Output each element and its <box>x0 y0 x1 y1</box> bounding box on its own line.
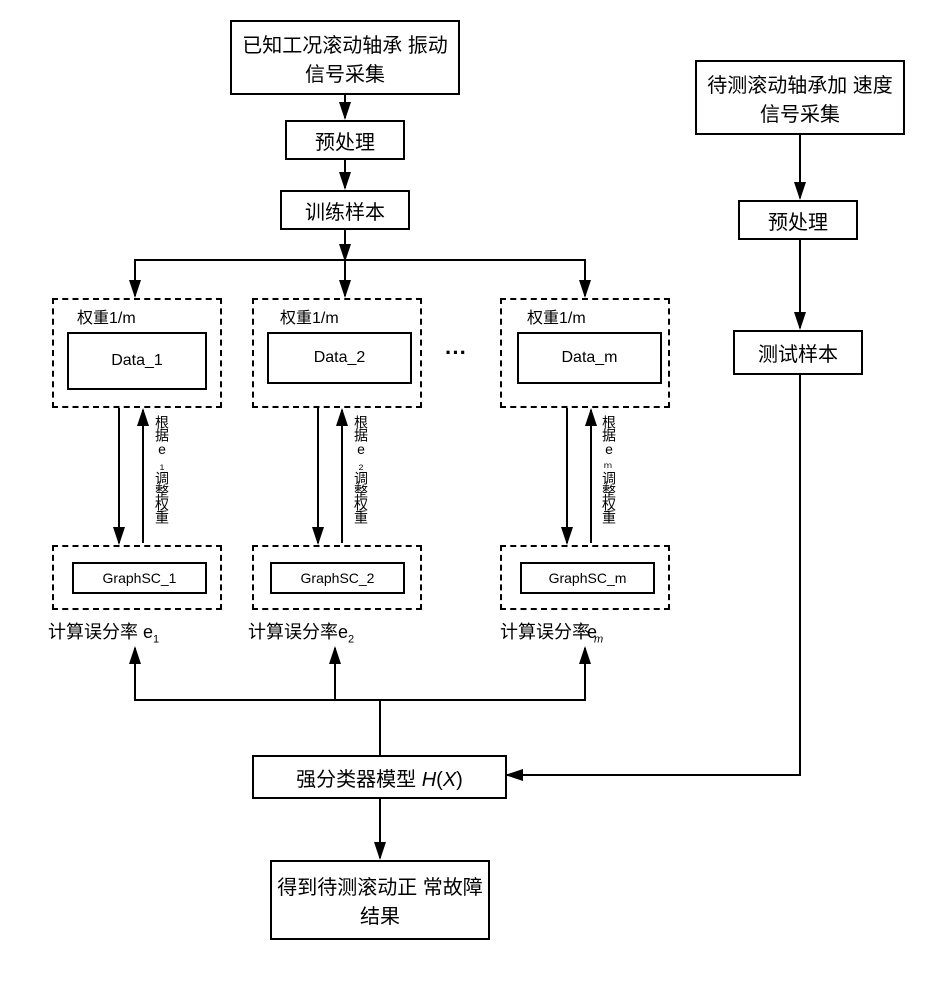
test-signal-label: 待测滚动轴承加 速度信号采集 <box>701 69 899 127</box>
g1-inner: GraphSC_1 <box>72 562 207 594</box>
preprocess2-box: 预处理 <box>738 200 858 240</box>
g2-inner-label: GraphSC_2 <box>301 570 375 586</box>
gm-dashbox: GraphSC_m <box>500 545 670 610</box>
dots-label: ··· <box>445 340 467 366</box>
data2-inner: Data_2 <box>267 332 412 384</box>
preprocess1-label: 预处理 <box>315 126 375 155</box>
data2-inner-label: Data_2 <box>314 349 366 367</box>
data1-weight-label: 权重1/m <box>77 304 136 328</box>
test-signal-box: 待测滚动轴承加 速度信号采集 <box>695 60 905 135</box>
train-sample-label: 训练样本 <box>305 196 385 225</box>
known-signal-box: 已知工况滚动轴承 振动信号采集 <box>230 20 460 95</box>
train-sample-box: 训练样本 <box>280 190 410 230</box>
data2-dashbox: 权重1/m Data_2 <box>252 298 422 408</box>
data1-dashbox: 权重1/m Data_1 <box>52 298 222 408</box>
adjm-label: 根据eₘ调整权重 <box>602 415 616 523</box>
strong-classifier-label: 强分类器模型 H(X) <box>296 763 463 792</box>
datam-inner-label: Data_m <box>561 349 617 367</box>
preprocess1-box: 预处理 <box>285 120 405 160</box>
gm-inner-label: GraphSC_m <box>549 570 627 586</box>
test-sample-box: 测试样本 <box>733 330 863 375</box>
arrows-layer <box>0 0 952 1000</box>
g2-err-label: 计算误分率e2 <box>248 618 354 646</box>
g1-dashbox: GraphSC_1 <box>52 545 222 610</box>
g2-inner: GraphSC_2 <box>270 562 405 594</box>
gm-inner: GraphSC_m <box>520 562 655 594</box>
result-box: 得到待测滚动正 常故障结果 <box>270 860 490 940</box>
data1-inner-label: Data_1 <box>111 352 163 370</box>
data2-weight-label: 权重1/m <box>280 304 339 328</box>
datam-dashbox: 权重1/m Data_m <box>500 298 670 408</box>
g1-inner-label: GraphSC_1 <box>103 570 177 586</box>
datam-weight-label: 权重1/m <box>527 304 586 328</box>
adj1-label: 根据e₁调整权重 <box>155 415 169 523</box>
preprocess2-label: 预处理 <box>768 206 828 235</box>
result-label: 得到待测滚动正 常故障结果 <box>276 871 484 929</box>
datam-inner: Data_m <box>517 332 662 384</box>
adj2-label: 根据e₂调整权重 <box>354 415 368 523</box>
gm-err-label: 计算误分率em <box>500 618 603 646</box>
strong-classifier-box: 强分类器模型 H(X) <box>252 755 507 799</box>
g2-dashbox: GraphSC_2 <box>252 545 422 610</box>
known-signal-label: 已知工况滚动轴承 振动信号采集 <box>236 29 454 87</box>
data1-inner: Data_1 <box>67 332 207 390</box>
test-sample-label: 测试样本 <box>758 338 838 367</box>
g1-err-label: 计算误分率 e1 <box>48 618 159 646</box>
